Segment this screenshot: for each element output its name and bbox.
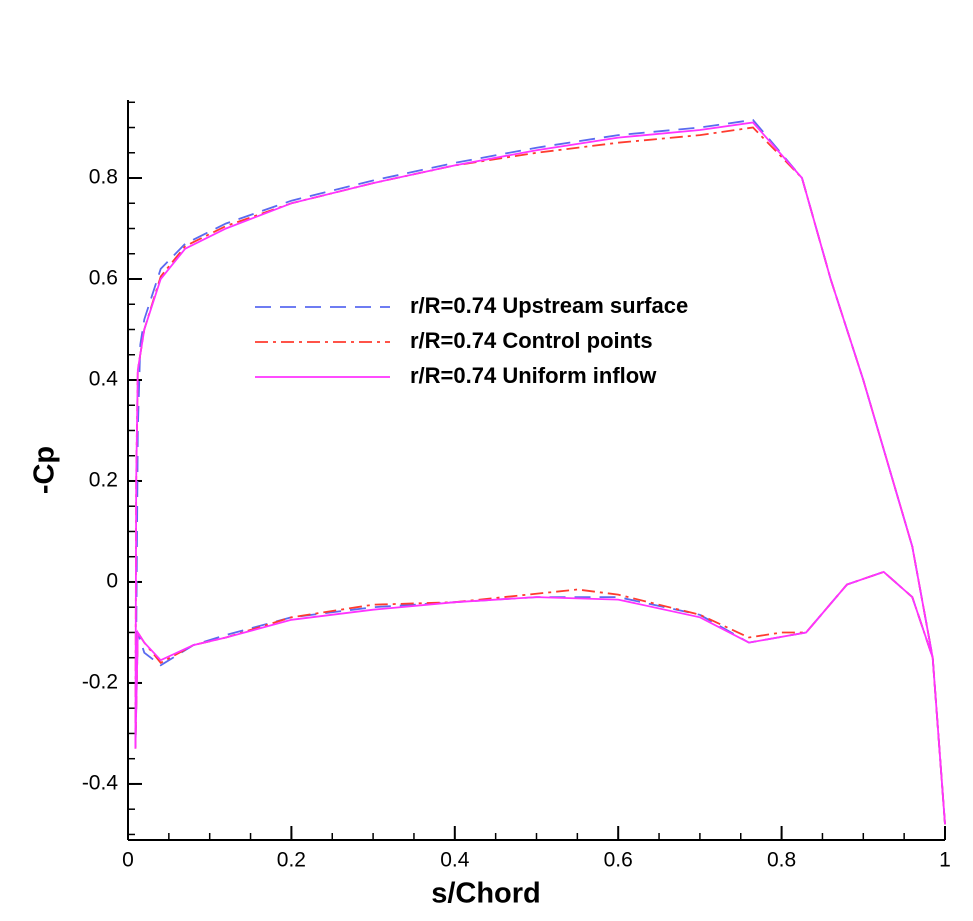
- x-tick-label: 1: [939, 849, 951, 872]
- y-tick-label: 0.8: [89, 166, 118, 189]
- x-tick-label: 0.8: [767, 849, 796, 872]
- y-tick-label: 0: [106, 570, 118, 593]
- y-tick-label: 0.4: [89, 368, 119, 391]
- x-tick-label: 0: [122, 849, 134, 872]
- y-tick-label: -0.4: [82, 771, 119, 794]
- x-tick-label: 0.4: [440, 849, 470, 872]
- series-line: [134, 126, 946, 825]
- y-tick-label: -0.2: [82, 671, 118, 694]
- x-tick-label: 0.2: [277, 849, 306, 872]
- x-axis-label: s/Chord: [431, 878, 541, 910]
- y-tick-label: 0.6: [89, 267, 118, 290]
- series-line: [134, 121, 946, 825]
- series-line: [134, 118, 946, 825]
- legend-label: r/R=0.74 Upstream surface: [410, 293, 688, 318]
- x-tick-label: 0.6: [604, 849, 633, 872]
- y-tick-label: 0.2: [89, 469, 118, 492]
- y-axis-label: -Cp: [29, 446, 61, 494]
- legend-label: r/R=0.74 Control points: [410, 328, 653, 353]
- legend-label: r/R=0.74 Uniform inflow: [410, 363, 657, 388]
